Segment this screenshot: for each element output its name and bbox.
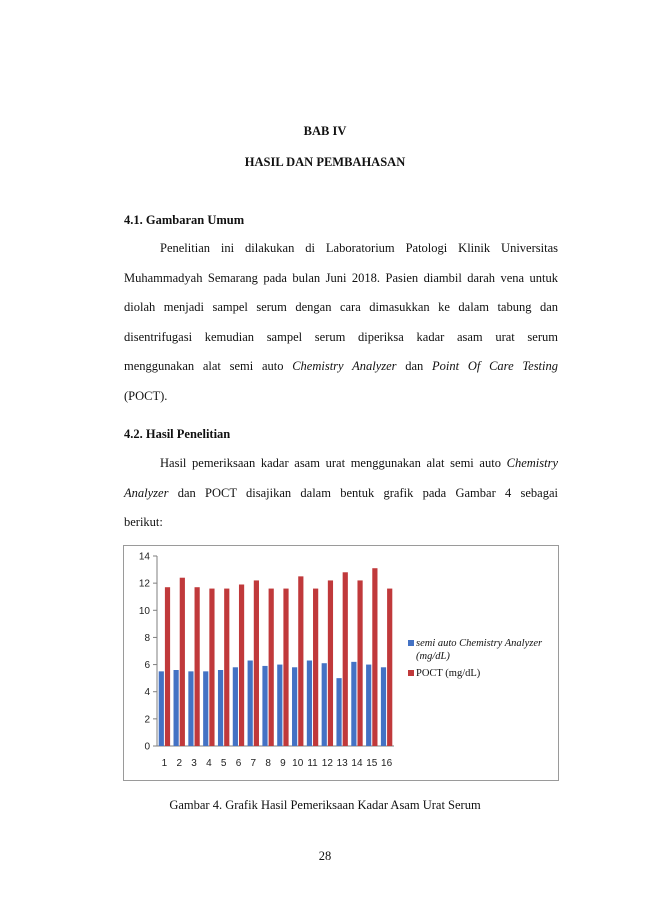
y-tick-label: 2 [144,714,150,725]
text-italic-span: Analyzer [124,485,169,500]
x-tick-label: 7 [251,758,257,769]
paragraph-line: Penelitian ini dilakukan di Laboratorium… [160,241,558,255]
paragraph-line: Muhammadyah Semarang pada bulan Juni 201… [124,270,558,285]
bar-poct [164,587,171,746]
x-tick-label: 16 [381,758,393,769]
x-tick-label: 5 [221,758,227,769]
bar-analyzer [188,671,194,746]
paragraph-line: Analyzer dan POCT disajikan dalam bentuk… [124,479,558,509]
y-tick-label: 0 [144,742,150,753]
bar-poct [357,580,363,746]
paragraph-line: Hasil pemeriksaan kadar asam urat menggu… [124,449,558,479]
bar-poct [327,580,334,746]
legend-label-line: (mg/dL) [416,651,450,662]
bar-poct [387,588,393,746]
bar-analyzer [321,663,327,746]
section-heading-2: 4.2. Hasil Penelitian [124,427,231,441]
x-tick-label: 14 [351,758,363,769]
paragraph-line: diolah menjadi sampel serum dengan cara … [124,300,558,315]
bar-poct [283,588,289,746]
legend-label-line: semi auto Chemistry Analyzer [416,638,543,649]
x-tick-label: 15 [366,758,378,769]
text-italic-span: Chemistry [506,456,558,470]
y-tick-label: 6 [144,660,150,671]
bar-poct [342,572,348,746]
bar-poct [313,588,319,746]
bar-poct [268,588,274,746]
x-tick-label: 12 [322,758,334,769]
x-tick-label: 8 [265,758,271,769]
x-tick-label: 2 [176,758,182,769]
paragraph-2: Hasil pemeriksaan kadar asam urat menggu… [124,449,558,538]
text-span: dan [396,359,433,374]
x-tick-label: 3 [191,758,197,769]
legend-swatch-red [408,670,414,676]
text-italic-span: Point Of Care Testing [432,359,559,374]
paragraph-1: Penelitian ini dilakukan di Laboratorium… [124,234,558,412]
y-tick-label: 14 [139,552,151,563]
legend-label-poct: POCT (mg/dL) [416,668,481,679]
legend-swatch-blue [408,640,414,646]
x-tick-label: 13 [337,758,349,769]
x-tick-label: 6 [236,758,242,769]
y-tick-label: 8 [144,633,150,644]
bar-analyzer [380,667,387,746]
bar-poct [194,587,200,746]
bar-poct [298,576,304,746]
bar-poct [238,584,245,746]
bar-analyzer [366,664,372,746]
text-span: menggunakan alat semi auto [124,359,293,374]
chart-legend: semi auto Chemistry Analyzer (mg/dL) POC… [408,637,542,684]
figure-caption: Gambar 4. Grafik Hasil Pemeriksaan Kadar… [169,798,481,812]
bar-poct [224,588,230,746]
paragraph-line: (POCT). [124,388,168,403]
bar-analyzer [351,661,357,746]
legend-item-analyzer: semi auto Chemistry Analyzer (mg/dL) [408,637,542,663]
chapter-label: BAB IV [303,124,347,138]
legend-item-poct: POCT (mg/dL) [408,667,542,680]
y-tick-label: 10 [139,606,151,617]
text-span: dan POCT disajikan dalam bentuk grafik p… [168,485,558,500]
bar-poct [372,568,378,746]
bar-poct [179,577,185,746]
x-tick-label: 10 [292,758,304,769]
x-tick-label: 1 [162,758,168,769]
bar-analyzer [336,678,342,746]
text-span: Hasil pemeriksaan kadar asam urat menggu… [160,456,507,470]
x-tick-label: 11 [307,758,318,769]
bar-analyzer [217,670,224,746]
bar-analyzer [277,664,283,746]
y-tick-label: 12 [139,579,151,590]
paragraph-line: disentrifugasi kemudian sampel serum dip… [124,329,558,344]
bar-analyzer [203,671,209,746]
legend-label-analyzer: semi auto Chemistry Analyzer (mg/dL) [416,637,542,663]
bar-poct [253,580,259,746]
y-tick-label: 4 [144,687,150,698]
x-tick-label: 9 [280,758,286,769]
page-number: 28 [318,849,332,863]
text-italic-span: Chemistry Analyzer [292,359,397,374]
paragraph-line: berikut: [124,515,163,530]
bar-analyzer [232,667,238,746]
bar-analyzer [306,660,313,746]
section-heading-1: 4.1. Gambaran Umum [124,213,245,227]
x-tick-label: 4 [206,758,212,769]
bar-analyzer [158,671,164,746]
bar-analyzer [292,667,298,746]
paragraph-line: menggunakan alat semi auto Chemistry Ana… [124,352,558,382]
chapter-title: HASIL DAN PEMBAHASAN [244,155,406,169]
bar-analyzer [247,660,253,746]
bar-analyzer [173,670,179,746]
bar-poct [209,588,215,746]
bar-analyzer [262,665,268,746]
